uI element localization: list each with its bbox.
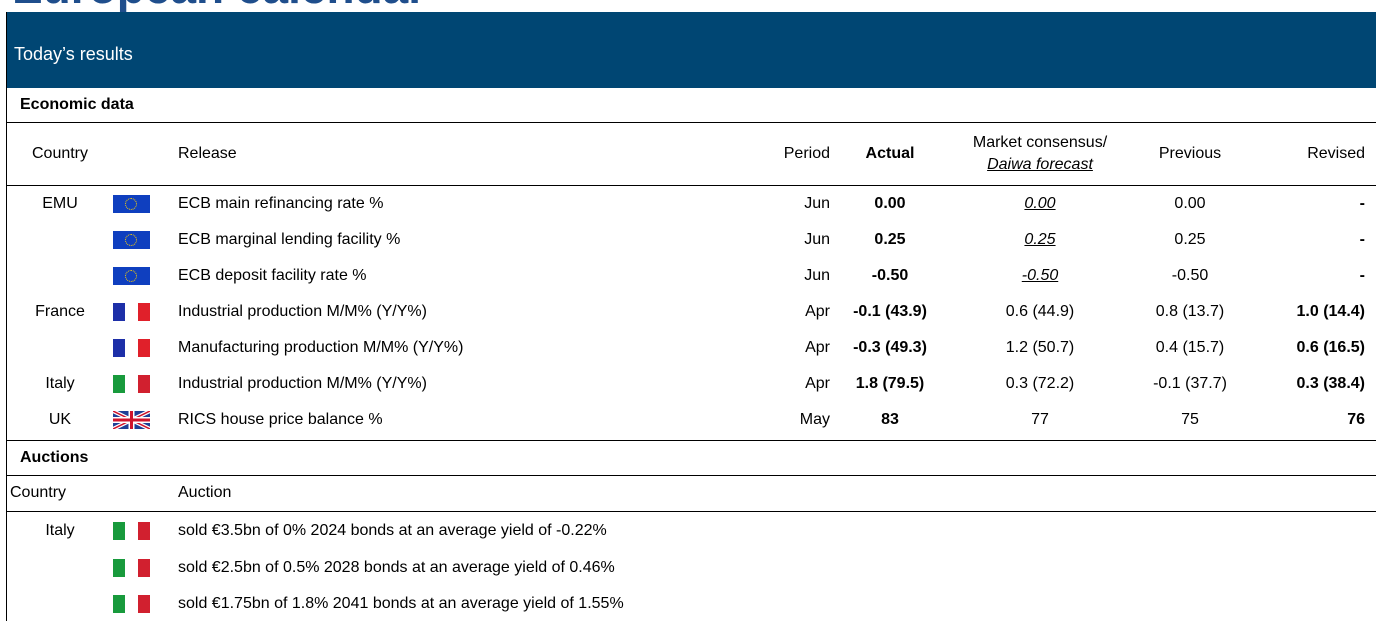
column-header: Previous [1158,145,1222,162]
cell: -0.3 (49.3) [853,339,927,356]
cell: 77 [1031,411,1049,428]
cell: 0.00 [1024,195,1056,212]
cell: 76 [1347,411,1365,428]
column-header: Revised [1307,145,1365,162]
column-header: Period [783,145,830,162]
column-header: Market consensus/ [972,134,1108,151]
cell: EMU [42,195,78,212]
cell: UK [48,411,72,428]
cell: 1.8 (79.5) [855,375,925,392]
flag [113,231,150,249]
table-row: sold €1.75bn of 1.8% 2041 bonds at an av… [0,586,1376,622]
flag [112,409,151,431]
column-header: Country [31,145,89,162]
cell: 0.6 (16.5) [1296,339,1365,356]
cell: Apr [805,303,830,320]
cell: 0.00 [1174,195,1206,212]
economic-data-title: Economic data [20,96,134,113]
table-row: ECB marginal lending facility % Jun 0.25 0.… [0,222,1376,258]
cell: -0.1 (37.7) [1153,375,1227,392]
cell: 83 [881,411,899,428]
cell: Apr [805,375,830,392]
cell: 1.2 (50.7) [1005,339,1075,356]
rule [6,122,1376,123]
page-title: European calendar [12,0,426,14]
left-border [6,12,7,621]
cell: - [1359,267,1365,284]
section-bar [6,12,1376,88]
cell: 0.3 (72.2) [1005,375,1075,392]
cell: 0.25 [1174,231,1206,248]
cell: - [1359,195,1365,212]
flag [113,522,150,540]
flag [113,195,150,213]
cell: 0.3 (38.4) [1296,375,1365,392]
table-row: Italy Industrial production M/M% (Y/Y%) Ap… [0,366,1376,402]
cell: sold €2.5bn of 0.5% 2028 bonds at an ave… [178,558,615,576]
cell: May [799,411,830,428]
cell: Manufacturing production M/M% (Y/Y%) [178,339,464,356]
flag [113,595,150,613]
cell: 1.0 (14.4) [1296,303,1365,320]
column-header: Release [178,145,237,162]
table-row: UK RICS house price balance % May 83 77 75 76 [0,402,1376,438]
flag [113,267,150,285]
flag [113,303,150,321]
rule [6,511,1376,512]
cell: Italy [45,375,75,392]
cell: sold €1.75bn of 1.8% 2041 bonds at an av… [178,595,624,612]
cell: Jun [804,195,830,212]
flag [113,558,150,577]
cell: Jun [804,231,830,248]
cell: -0.50 [1171,267,1209,284]
cell: 0.25 [1024,231,1056,248]
flag [113,339,150,357]
cell: ECB deposit facility rate % [178,267,367,284]
cell: Italy [45,522,75,539]
rule [6,440,1376,441]
cell: ECB main refinancing rate % [178,195,384,212]
column-header: Auction [178,484,232,501]
cell: ECB marginal lending facility % [178,231,401,248]
cell: 0.25 [874,231,906,248]
cell: France [35,303,85,320]
table-row: sold €2.5bn of 0.5% 2028 bonds at an ave… [0,550,1376,586]
rule [6,475,1376,476]
cell: -0.1 (43.9) [853,303,927,320]
flag [113,375,150,393]
cell: 0.6 (44.9) [1005,303,1075,320]
cell: 0.00 [874,195,906,212]
column-header: Actual [865,145,915,162]
column-header: Daiwa forecast [987,156,1093,173]
cell: - [1359,231,1365,248]
cell: Apr [805,339,830,356]
auctions-title: Auctions [20,449,89,466]
section-title: Today’s results [14,44,133,64]
cell: RICS house price balance % [178,411,383,428]
table-row: EMU ECB main refinancing rate % Jun 0.00 0.0… [0,186,1376,222]
cell: sold €3.5bn of 0% 2024 bonds at an avera… [178,522,607,539]
column-header: Country [10,484,67,501]
table-row: ECB deposit facility rate % Jun -0.50 -0.50… [0,258,1376,294]
cell: 0.8 (13.7) [1155,303,1225,320]
cell: -0.50 [871,267,909,284]
cell: 0.4 (15.7) [1155,339,1225,356]
cell: 75 [1181,411,1199,428]
table-row: Manufacturing production M/M% (Y/Y%) Apr -… [0,330,1376,366]
table-row: France Industrial production M/M% (Y/Y%) A… [0,294,1376,330]
cell: -0.50 [1021,267,1059,284]
table-row: Italy sold €3.5bn of 0% 2024 bonds at an … [0,513,1376,549]
cell: Industrial production M/M% (Y/Y%) [178,303,427,320]
rule [6,185,1376,186]
cell: Industrial production M/M% (Y/Y%) [178,375,427,392]
cell: Jun [804,267,830,284]
